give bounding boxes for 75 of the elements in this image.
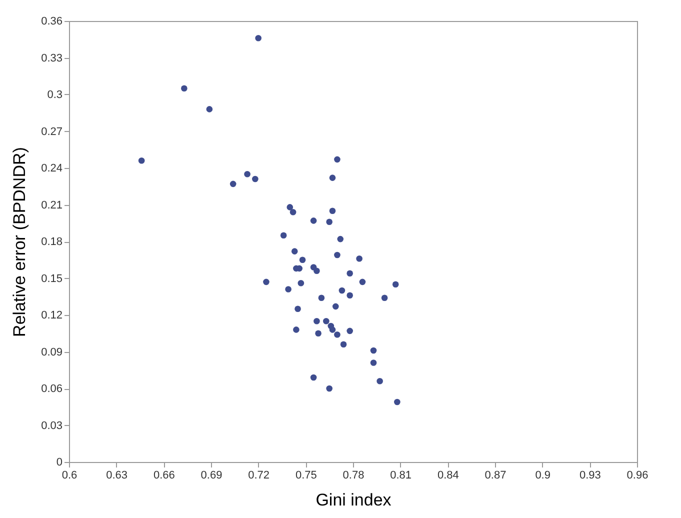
point <box>329 208 336 214</box>
point <box>332 303 339 310</box>
x-tick-label: 0.96 <box>626 470 648 482</box>
point <box>359 278 366 286</box>
point <box>298 280 304 286</box>
point <box>206 106 213 112</box>
x-tick-label: 0.9 <box>535 470 550 482</box>
y-tick-label: 0.3 <box>47 89 62 101</box>
point <box>314 268 320 274</box>
point <box>334 331 340 338</box>
point <box>230 180 236 188</box>
point <box>310 218 317 224</box>
x-tick-label: 0.75 <box>295 470 317 482</box>
point <box>334 156 340 163</box>
point <box>299 256 306 264</box>
y-tick-label: 0.06 <box>41 383 62 395</box>
point <box>138 157 145 164</box>
point <box>338 287 346 294</box>
x-tick-label: 0.87 <box>484 470 506 482</box>
point <box>285 286 292 292</box>
y-tick-label: 0 <box>56 456 62 468</box>
point <box>329 174 336 181</box>
point <box>294 306 301 312</box>
point <box>291 248 298 254</box>
x-tick-label: 0.63 <box>106 470 128 482</box>
point <box>181 85 188 92</box>
x-tick-label: 0.69 <box>200 470 222 482</box>
x-tick-label: 0.84 <box>437 470 459 482</box>
point <box>326 385 332 392</box>
y-tick-label: 0.21 <box>41 199 62 212</box>
point <box>329 326 336 333</box>
point <box>252 176 258 182</box>
x-tick-label: 0.78 <box>342 470 364 482</box>
point <box>290 208 296 216</box>
point <box>376 378 383 384</box>
y-tick-label: 0.36 <box>41 16 62 28</box>
point <box>263 278 270 286</box>
x-tick-label: 0.93 <box>579 470 601 482</box>
y-tick-label: 0.15 <box>41 272 62 285</box>
y-tick-label: 0.03 <box>41 420 62 432</box>
point <box>280 232 287 239</box>
point <box>286 204 294 210</box>
point <box>346 328 354 334</box>
point <box>346 292 354 299</box>
point <box>394 398 400 406</box>
y-tick-label: 0.33 <box>41 52 62 64</box>
point <box>381 294 388 302</box>
point <box>310 374 317 381</box>
point <box>318 294 325 302</box>
y-tick-label: 0.12 <box>41 310 62 322</box>
y-tick-label: 0.24 <box>41 162 62 174</box>
y-axis-title: Relative error (BPDNDR) <box>10 147 30 337</box>
y-tick-label: 0.09 <box>41 346 62 358</box>
point <box>334 252 340 258</box>
point <box>315 330 322 337</box>
point <box>323 318 330 324</box>
x-axis-title: Gini index <box>316 490 392 510</box>
x-tick-label: 0.6 <box>62 470 78 482</box>
point <box>326 218 332 226</box>
point <box>346 270 354 277</box>
x-tick-label: 0.66 <box>153 470 175 482</box>
point <box>337 236 344 242</box>
point <box>340 341 347 348</box>
x-tick-label: 0.81 <box>390 470 412 482</box>
point <box>244 170 250 178</box>
point <box>293 326 300 333</box>
y-tick-label: 0.18 <box>41 236 62 248</box>
point <box>314 318 320 324</box>
point <box>255 34 262 42</box>
y-tick-label: 0.27 <box>41 126 62 138</box>
point <box>392 281 399 288</box>
x-tick-label: 0.72 <box>248 470 270 482</box>
point <box>356 255 362 262</box>
point <box>370 360 377 366</box>
point <box>370 347 377 354</box>
